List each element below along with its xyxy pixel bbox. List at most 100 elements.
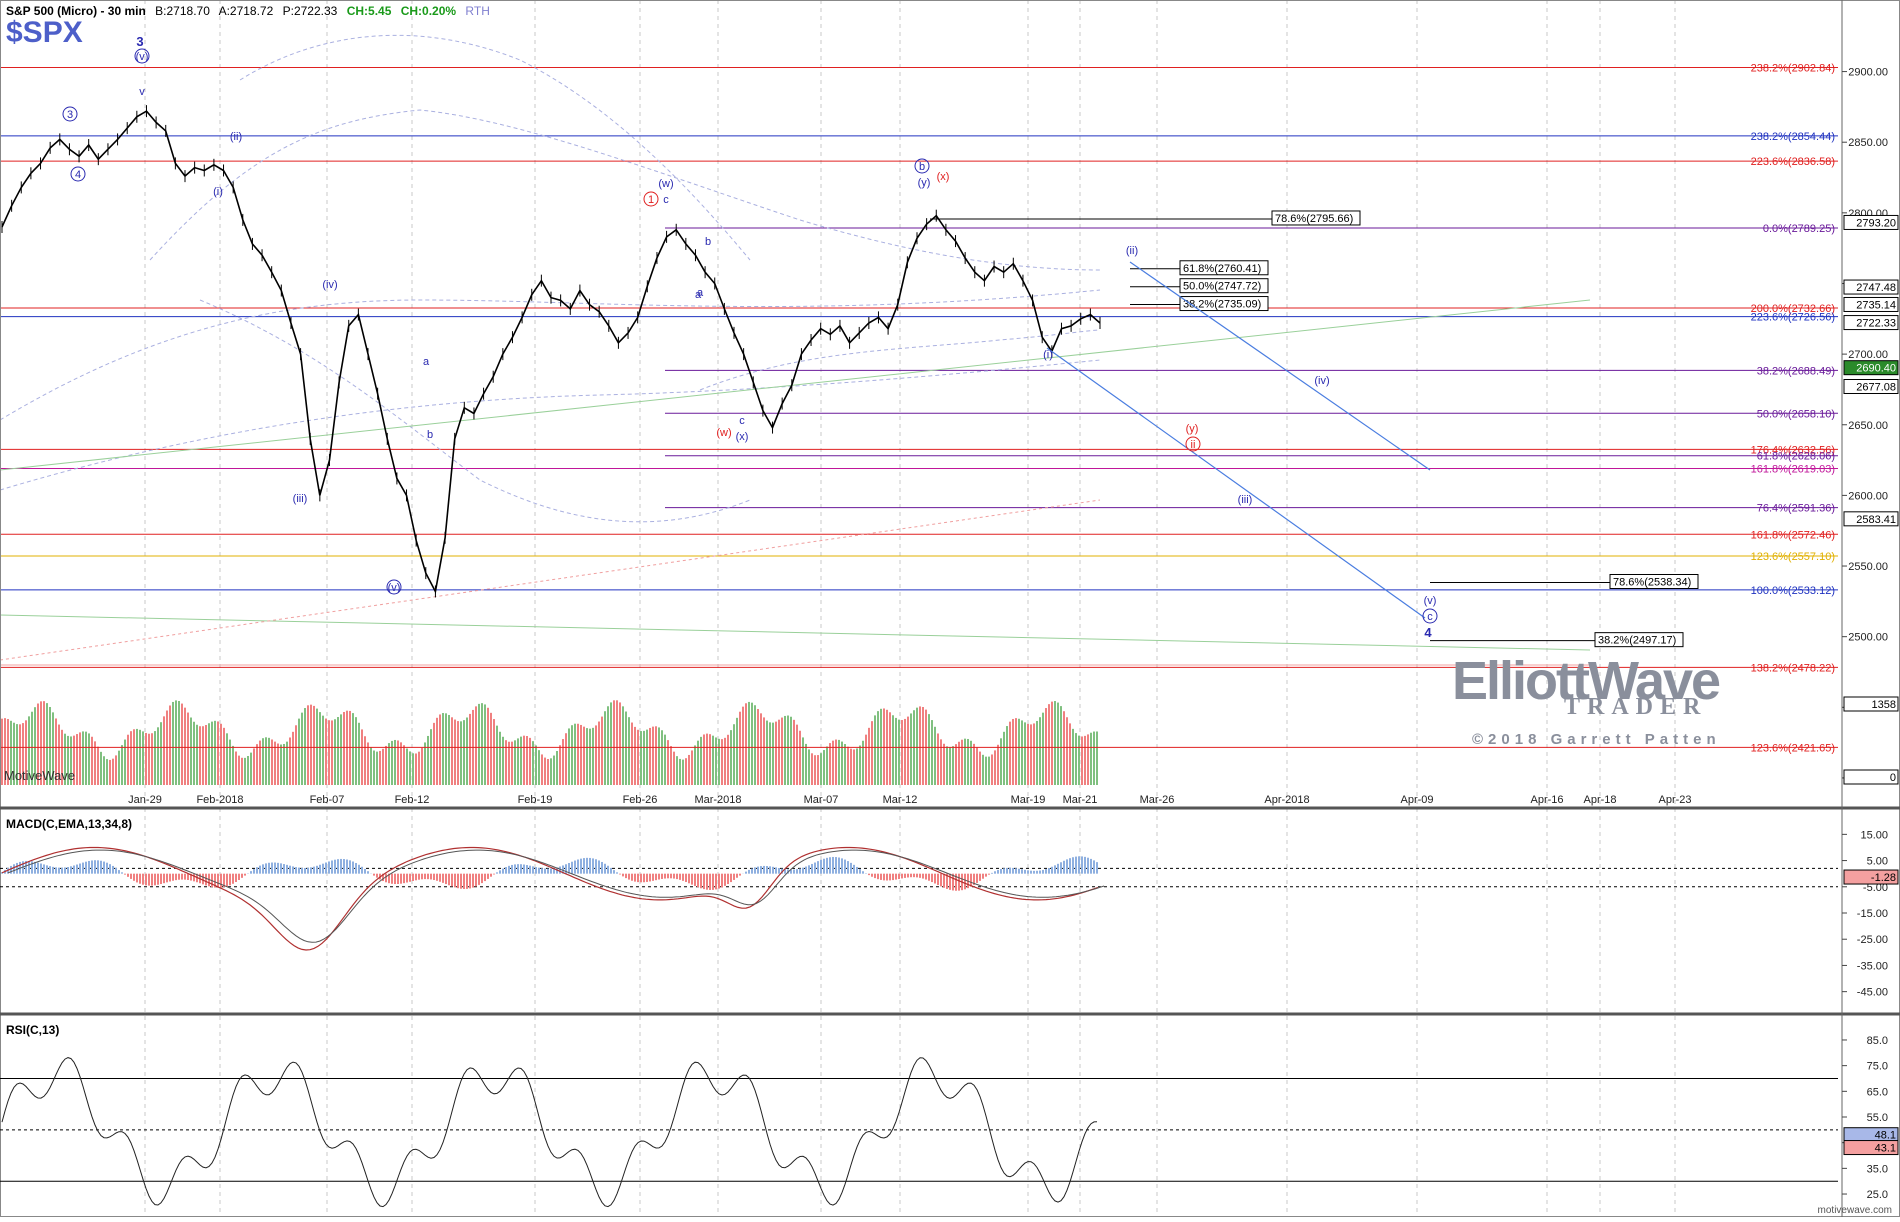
wave-label: (iv) [322,279,337,291]
wave-label: (y) [918,177,931,189]
macd-y-tick-label: -35.00 [1857,960,1888,972]
price-readout: P:2722.33 [282,4,338,18]
wave-label: b [427,429,433,441]
boxed-fib-box [1179,296,1269,312]
axis-price-tag [1843,214,1899,230]
rsi-value-tag-label: 48.1 [1875,1130,1896,1142]
axis-price-tag [1843,296,1899,312]
logo-copyright: ©2018 Garrett Patten [1472,731,1721,748]
axis-price-tag-label: 2735.14 [1856,299,1896,311]
fib-label: 161.8%(2619.03) [1751,464,1835,476]
axis-price-tag [1843,511,1899,527]
rsi-y-tick-label: 85.0 [1867,1035,1888,1047]
fib-label: 38.2%(2688.49) [1757,365,1835,377]
wave-label: (iv) [1314,375,1329,387]
x-tick-label: Mar-19 [1011,794,1046,806]
wave-label: b [919,161,925,173]
wave-label-circle [386,579,402,595]
wave-label-circle [134,48,150,64]
projection-lines [1046,261,1431,619]
y-tick-label: 2700.00 [1848,349,1888,361]
wave-label: (i) [213,186,223,198]
chart-header: S&P 500 (Micro) - 30 min B:2718.70 A:271… [6,4,496,18]
macd-y-tick-label: -25.00 [1857,934,1888,946]
x-tick-label: Mar-12 [883,794,918,806]
fib-label: 238.2%(2902.84) [1751,63,1835,75]
y-tick-label: 2900.00 [1848,67,1888,79]
wave-label: 1 [648,194,654,206]
fib-label: 200.0%(2732.66) [1751,303,1835,315]
rsi-value-tag-label: 43.1 [1875,1143,1896,1155]
y-tick-label: 2600.00 [1848,490,1888,502]
volume-bars [1,700,1098,785]
x-tick-label: Mar-2018 [694,794,741,806]
x-tick-label: Feb-2018 [196,794,243,806]
y-tick-label: 2850.00 [1848,137,1888,149]
x-tick-label: Feb-19 [518,794,553,806]
boxed-fib-box [1271,210,1361,226]
site-label: motivewave.com [1817,1205,1892,1216]
wave-label: (ii) [230,131,242,143]
symbol-label: $SPX [6,16,83,49]
fib-label: 138.2%(2478.22) [1751,662,1835,674]
boxed-fib-box [1179,278,1269,294]
projection-line [1129,261,1431,471]
price-line [1,110,1101,594]
macd-value-tag-label: -1.28 [1871,872,1896,884]
rsi-y-tick-label: 55.0 [1867,1112,1888,1124]
macd-y-tick-label: -5.00 [1863,882,1888,894]
fib-label: 123.6%(2557.10) [1751,551,1835,563]
macd-signal-line [7,849,1105,943]
wave-label: (ii) [1126,245,1138,257]
moving-average [149,109,1101,271]
wave-label: (x) [937,171,950,183]
x-tick-label: Mar-07 [804,794,839,806]
x-tick-label: Mar-21 [1063,794,1098,806]
wave-label-circle [914,158,930,174]
bid-readout: B:2718.70 [155,4,210,18]
axis-price-tag-label: 2793.20 [1856,217,1896,229]
wave-label: (y) [1186,423,1199,435]
price-series [1,105,1101,598]
moving-average [0,359,1101,491]
x-tick-label: Apr-2018 [1264,794,1309,806]
boxed-fib-box [1609,573,1699,589]
x-tick-label: Feb-26 [623,794,658,806]
wave-label: (v) [388,582,401,594]
logo-brand-line2: TRADER [1564,694,1708,720]
axis-price-tag-label: 1358 [1872,699,1896,711]
logo-brand-line1: ElliottWave [1452,651,1721,711]
fib-label: 100.0%(2533.12) [1751,585,1835,597]
wave-label: b [705,236,711,248]
fib-label: 0.0%(2789.25) [1763,223,1835,235]
grid-lines [144,0,1676,1217]
boxed-fib-label: 50.0%(2747.72) [1183,281,1261,293]
ask-readout: A:2718.72 [218,4,274,18]
axis-price-tag-label: 2722.33 [1856,318,1896,330]
wave-label: a [697,287,704,299]
axis-price-tag [1843,769,1899,785]
x-tick-label: Apr-16 [1530,794,1563,806]
wave-label-circle [62,106,78,122]
boxed-fib-label: 61.8%(2760.41) [1183,263,1261,275]
boxed-fib-label: 78.6%(2538.34) [1613,576,1691,588]
wave-label: v [139,86,145,98]
rsi-line [1,1057,1098,1208]
wave-label-circle [643,191,659,207]
macd-y-tick-label: 5.00 [1867,856,1888,868]
y-tick-label: 2550.00 [1848,561,1888,573]
wave-label-circle [1185,436,1201,452]
macd-line [1,846,1099,951]
wave-label: (v) [1424,595,1437,607]
fib-label: 61.8%(2628.06) [1757,451,1835,463]
rsi-title: RSI(C,13) [6,1023,60,1037]
fib-levels: 238.2%(2902.84) 238.2%(2854.44) 223.6%(283… [0,63,1838,754]
rsi-value-tag [1843,1140,1899,1156]
x-tick-label: Apr-18 [1583,794,1616,806]
projection-line [1046,347,1426,619]
boxed-fib-box [1179,260,1269,276]
x-tick-label: Jan-29 [128,794,162,806]
chart-title: S&P 500 (Micro) - 30 min [6,4,146,18]
